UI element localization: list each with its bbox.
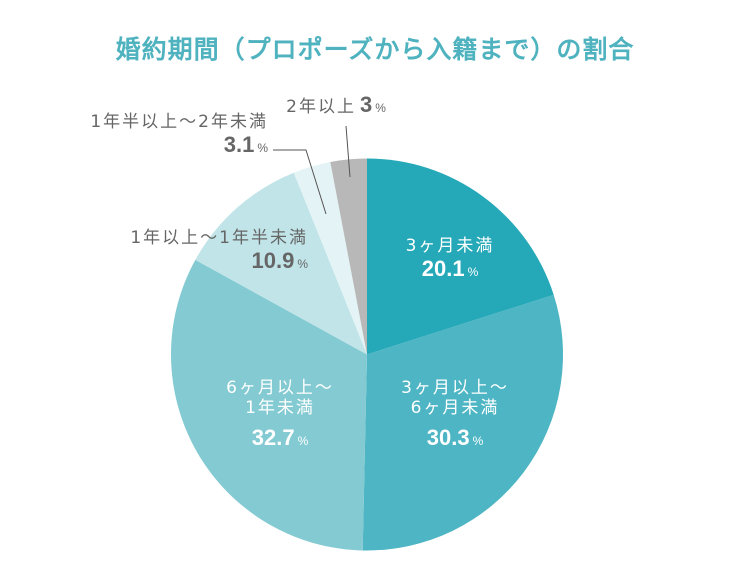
slice-label-6-months-to-1-year: 6ヶ月以上〜 1年未満 32.7%: [226, 378, 334, 450]
slice-label-1-to-1.5-years: 1年以上〜1年半未満 10.9%: [130, 228, 308, 274]
pie-slice-0: [367, 158, 554, 355]
pie-slice-3: [195, 172, 367, 355]
chart-title: 婚約期間（プロポーズから入籍まで）の割合: [115, 35, 635, 64]
pie-slice-4: [293, 161, 367, 355]
pie-slice-5: [330, 158, 367, 355]
slice-label-over-2-years: 2年以上 3%: [286, 92, 386, 117]
leader-line-s4: [273, 149, 327, 215]
leader-line-s5: [345, 125, 351, 178]
slice-label-1.5-to-2-years: 1年半以上〜2年未満 3.1%: [90, 112, 268, 158]
slice-label-under-3-months: 3ヶ月未満 20.1%: [405, 236, 495, 282]
pie-slice-1: [362, 294, 563, 551]
pie-slices: [170, 158, 563, 551]
slice-label-3-to-6-months: 3ヶ月以上〜 6ヶ月未満 30.3%: [401, 378, 509, 450]
pie-slice-2: [170, 259, 367, 551]
